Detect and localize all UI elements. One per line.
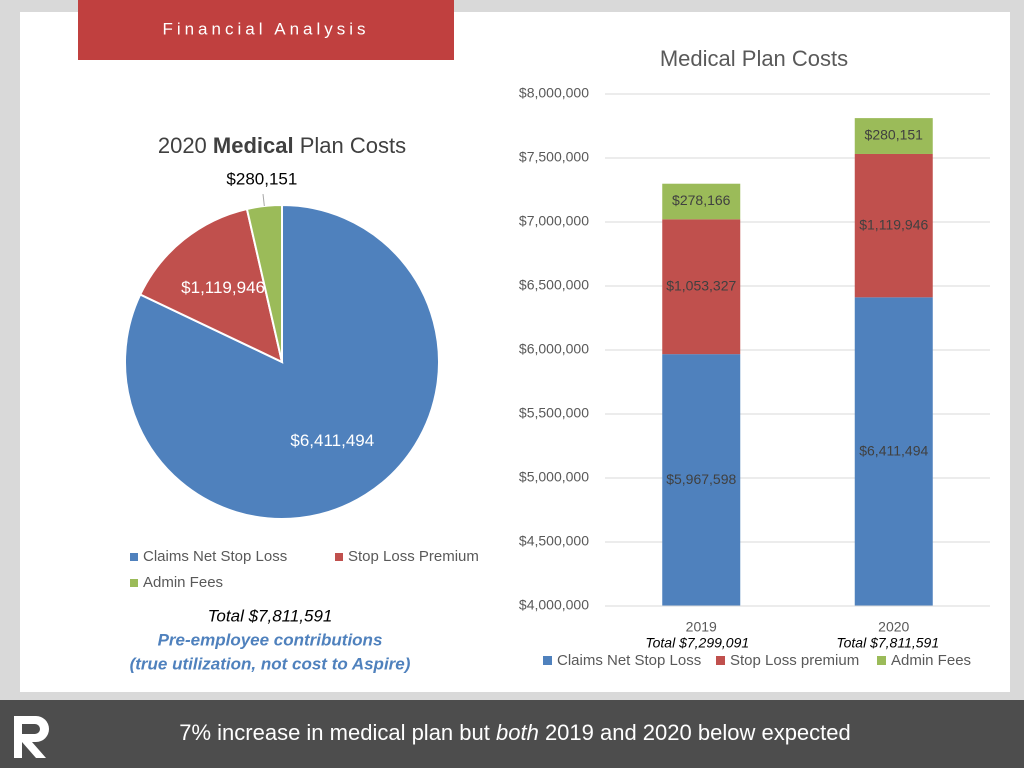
bar-segment	[662, 219, 741, 355]
category-note: Total $7,299,091	[645, 635, 749, 651]
x-tick-label: 2020	[878, 619, 909, 635]
legend-label: Stop Loss Premium	[348, 548, 479, 565]
data-label: $278,166	[672, 192, 731, 208]
legend-label: Claims Net Stop Loss	[557, 652, 701, 669]
data-label: $280,151	[226, 170, 297, 189]
pie-total: Total $7,811,591	[208, 606, 333, 625]
legend-swatch	[130, 579, 138, 587]
y-tick-label: $5,000,000	[519, 469, 589, 485]
legend-label: Admin Fees	[891, 652, 971, 669]
bar-segment	[662, 183, 741, 220]
bar-segment	[854, 153, 933, 298]
footer-text: 7% increase in medical plan but both 201…	[179, 720, 851, 745]
legend-swatch	[335, 553, 343, 561]
legend-label: Stop Loss premium	[730, 652, 859, 669]
y-tick-label: $6,500,000	[519, 277, 589, 293]
legend-swatch	[877, 656, 886, 665]
bar-segment	[854, 297, 933, 606]
legend-swatch	[716, 656, 725, 665]
pie-slice	[138, 207, 284, 364]
data-label: $1,053,327	[666, 277, 736, 293]
footer-band	[0, 700, 1024, 768]
leader-line	[262, 194, 265, 207]
data-label: $1,119,946	[181, 278, 265, 297]
y-tick-label: $4,500,000	[519, 533, 589, 549]
x-tick-label: 2019	[686, 619, 717, 635]
legend-swatch	[543, 656, 552, 665]
bar-segment	[662, 354, 741, 606]
legend-swatch	[130, 553, 138, 561]
bar-title: Medical Plan Costs	[660, 46, 848, 71]
data-label: $6,411,494	[290, 431, 374, 450]
header-box	[78, 0, 454, 60]
pie-note: Pre-employee contributions	[158, 630, 383, 649]
footer-part: 7% increase in medical plan but	[179, 720, 490, 745]
footer-part: both	[496, 720, 539, 745]
data-label: $1,119,946	[859, 216, 928, 232]
title-part: 2020	[158, 133, 207, 158]
y-tick-label: $4,000,000	[519, 597, 589, 613]
pie-title: 2020 Medical Plan Costs	[158, 133, 406, 158]
footer-part: 2019 and 2020 below expected	[545, 720, 851, 745]
data-label: $5,967,598	[666, 471, 736, 487]
y-tick-label: $8,000,000	[519, 85, 589, 101]
y-tick-label: $7,000,000	[519, 213, 589, 229]
legend-label: Claims Net Stop Loss	[143, 548, 287, 565]
category-note: Total $7,811,591	[836, 635, 939, 651]
pie-note: (true utilization, not cost to Aspire)	[130, 654, 411, 673]
logo	[14, 716, 49, 758]
bar-segment	[854, 118, 933, 154]
y-tick-label: $6,000,000	[519, 341, 589, 357]
title-part: Plan Costs	[300, 133, 406, 158]
data-label: $280,151	[865, 127, 924, 143]
title-part: Medical	[213, 133, 294, 158]
data-label: $6,411,494	[859, 442, 928, 458]
y-tick-label: $5,500,000	[519, 405, 589, 421]
header-title: Financial Analysis	[162, 19, 369, 38]
y-tick-label: $7,500,000	[519, 149, 589, 165]
legend-label: Admin Fees	[143, 574, 223, 591]
